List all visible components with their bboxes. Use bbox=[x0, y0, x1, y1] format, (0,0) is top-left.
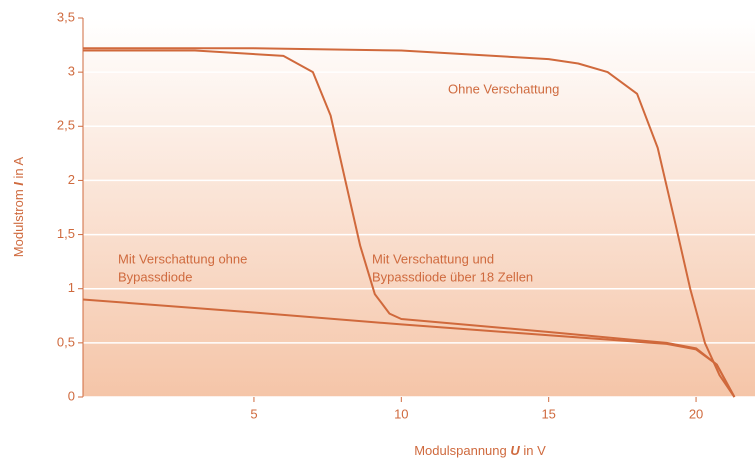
x-tick-label: 15 bbox=[541, 406, 555, 421]
y-axis-label: Modulstrom I in A bbox=[11, 156, 26, 257]
y-tick-label: 1,5 bbox=[57, 226, 75, 241]
y-tick-label: 2 bbox=[68, 172, 75, 187]
y-tick-label: 0 bbox=[68, 388, 75, 403]
x-tick-label: 10 bbox=[394, 406, 408, 421]
annotation: Bypassdiode bbox=[118, 269, 192, 284]
x-tick-label: 5 bbox=[250, 406, 257, 421]
y-tick-label: 2,5 bbox=[57, 118, 75, 133]
y-tick-label: 3 bbox=[68, 64, 75, 79]
y-tick-label: 1 bbox=[68, 280, 75, 295]
x-axis-label-part: U bbox=[510, 443, 520, 458]
x-tick-label: 20 bbox=[689, 406, 703, 421]
x-axis-label-part: Modulspannung bbox=[414, 443, 510, 458]
annotation: Ohne Verschattung bbox=[448, 81, 559, 96]
annotation: Bypassdiode über 18 Zellen bbox=[372, 269, 533, 284]
plot-area bbox=[83, 18, 755, 397]
curve bbox=[82, 298, 736, 398]
y-axis-label-part: in A bbox=[11, 156, 26, 182]
x-axis-label-part: in V bbox=[520, 443, 546, 458]
y-axis-label-part: Modulstrom bbox=[11, 186, 26, 258]
y-tick-label: 3,5 bbox=[57, 9, 75, 24]
curve bbox=[83, 47, 736, 398]
x-axis-label: Modulspannung U in V bbox=[414, 443, 546, 458]
y-axis-label-part: I bbox=[11, 182, 26, 186]
annotation: Mit Verschattung und bbox=[372, 251, 494, 266]
annotation: Mit Verschattung ohne bbox=[118, 251, 247, 266]
y-tick-label: 0,5 bbox=[57, 334, 75, 349]
curve bbox=[83, 49, 736, 398]
